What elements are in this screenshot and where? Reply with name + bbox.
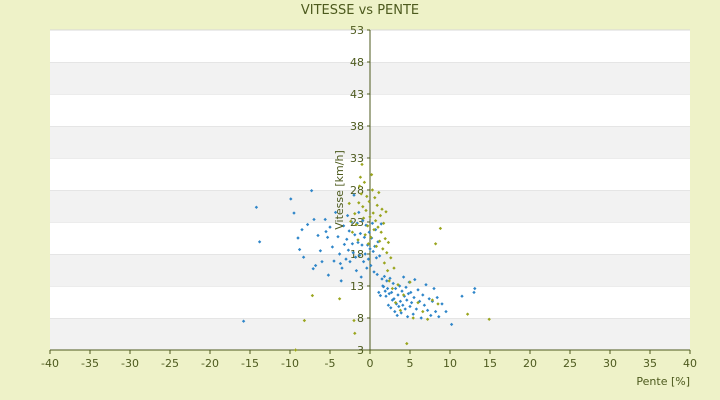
data-point [357,201,361,205]
x-tick-label: 25 [563,357,577,370]
data-point [358,175,363,179]
data-point [385,251,389,255]
x-tick-label: 35 [643,357,657,370]
data-point [366,242,371,246]
x-tick-label: -25 [161,357,179,370]
x-axis-ticks: -40 -35 -30 -25 -20 -15 -10 -5 0 5 10 15 20 25 30 35 40 [41,350,697,370]
x-tick-label: 30 [603,357,617,370]
data-point [361,204,365,209]
data-point [289,197,293,201]
data-point [361,219,365,223]
data-point [346,248,351,252]
data-point [377,254,382,258]
x-tick-label: 5 [407,357,414,370]
data-point [386,240,391,245]
data-point [345,237,349,241]
x-tick-label: -40 [41,357,59,370]
data-point [349,219,353,224]
x-tick-label: 20 [523,357,537,370]
x-tick-label: -30 [121,357,139,370]
x-tick-label: 0 [367,357,374,370]
data-point [373,195,377,200]
data-point [353,233,357,237]
data-point [353,211,357,216]
data-point [377,190,381,195]
y-tick-label: 28 [350,184,364,197]
data-point [354,222,359,227]
data-point [362,180,367,185]
data-point [438,226,443,231]
data-point [318,249,323,253]
data-point [370,188,375,192]
data-point [330,245,335,249]
x-tick-label: -35 [81,357,99,370]
data-point [365,194,369,199]
y-tick-label: 38 [350,120,364,133]
data-point [369,235,373,240]
data-point [241,319,246,323]
data-point [374,244,379,249]
x-tick-label: -15 [241,357,259,370]
data-point [350,230,355,234]
y-tick-label: 53 [350,24,364,37]
y-tick-label: 8 [357,312,364,325]
x-tick-label: -10 [281,357,299,370]
data-point [370,221,375,225]
y-axis-label: Vitesse [km/h] [333,150,346,230]
y-tick-label: 18 [350,248,364,261]
data-point [350,242,355,246]
x-tick-label: -5 [325,357,336,370]
x-tick-label: 40 [683,357,697,370]
x-axis-label: Pente [%] [636,375,690,388]
data-point [362,235,367,240]
data-point [357,210,361,215]
data-point [381,247,385,251]
y-tick-label: 33 [350,152,364,165]
x-tick-label: 10 [443,357,457,370]
x-tick-label: 15 [483,357,497,370]
data-point [378,213,383,218]
x-tick-label: -20 [201,357,219,370]
data-point [358,231,363,236]
data-point [342,242,347,247]
y-tick-label: 13 [350,280,364,293]
chart-title: VITESSE vs PENTE [301,3,419,18]
data-point [357,253,362,257]
y-tick-label: 3 [357,344,364,357]
y-tick-label: 43 [350,88,364,101]
y-tick-label: 48 [350,56,364,69]
